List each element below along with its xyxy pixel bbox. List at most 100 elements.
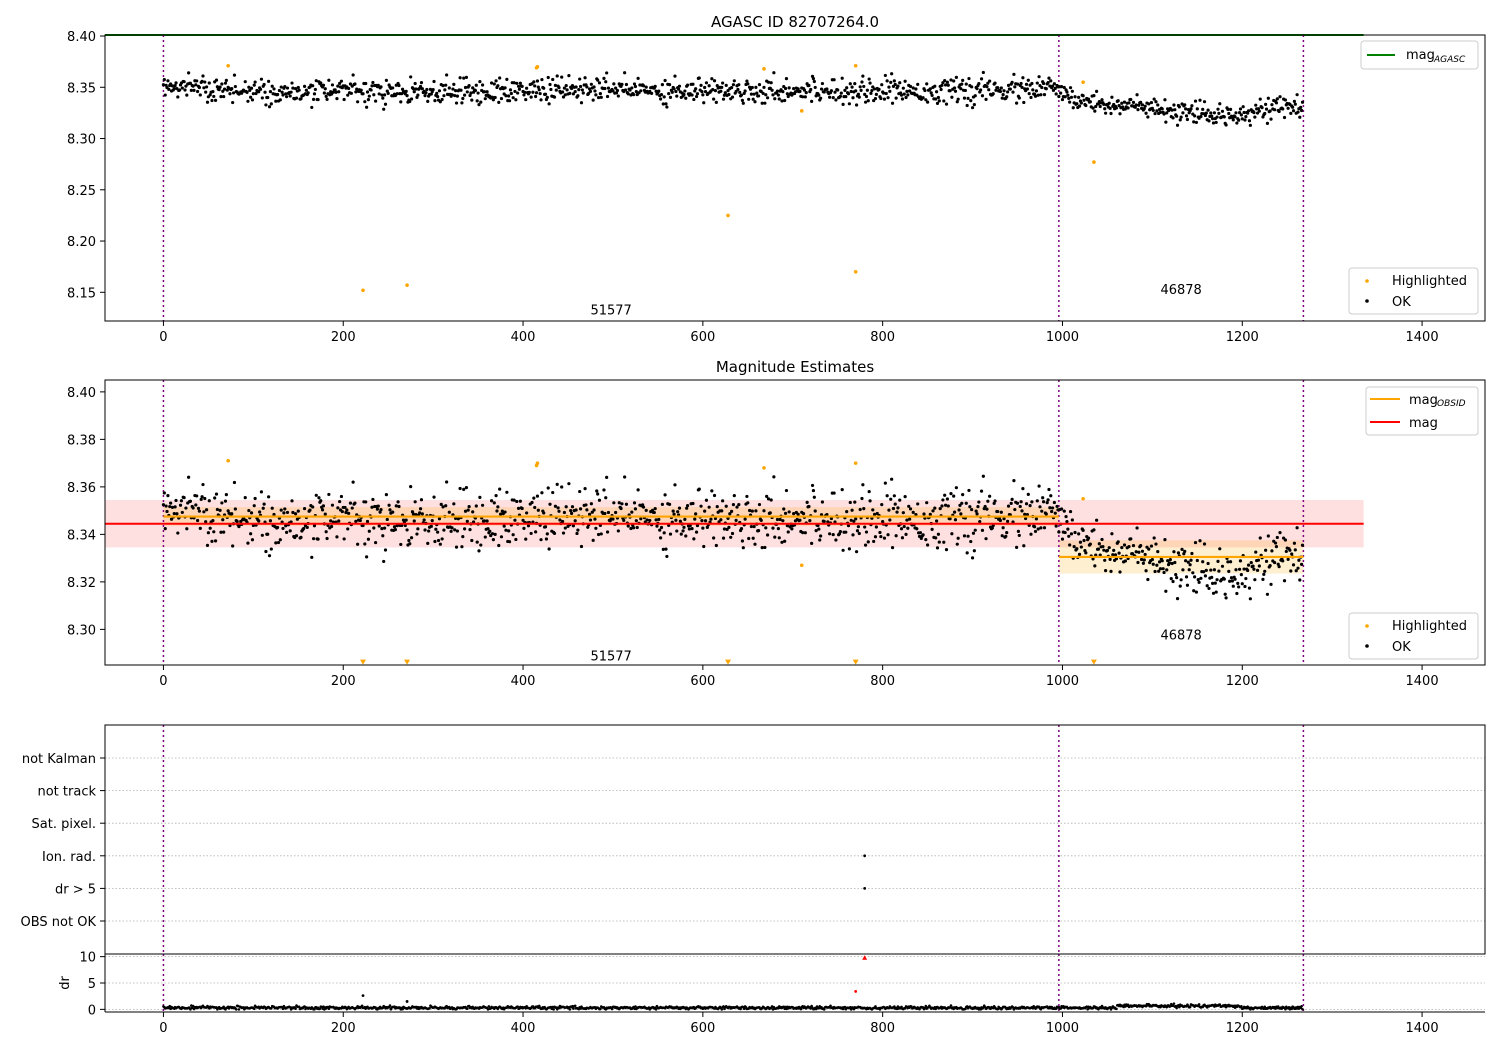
panel2-ok-point [371,497,375,502]
panel1-ok-point [710,77,714,81]
panel2-ok-point [422,518,426,522]
panel2-ok-point [1046,498,1050,502]
panel2-ok-point [507,529,511,533]
panel2-ok-point [1181,568,1185,572]
panel2-ok-point [288,529,292,533]
panel2-ok-point [198,526,202,531]
panel2-ok-point [996,509,1000,514]
panel1-ok-point [347,86,351,91]
panel1-ok-point [1299,105,1303,109]
panel1-ok-point [956,97,960,101]
panel1-ok-point [604,80,608,84]
panel2-ok-point [579,544,584,549]
panel1-ok-point [1286,106,1290,110]
panel2-ok-point [683,517,687,521]
panel2-ok-point [399,542,403,547]
panel1-ok-point [865,88,869,92]
panel1-ok-point [1040,85,1044,90]
panel1-ok-point [1073,95,1077,99]
panel2-ok-point [838,529,843,534]
panel2-ok-point [1050,509,1054,514]
panel4-dr-point [720,1008,724,1011]
panel1-ok-point [1226,107,1230,111]
panel1-ok-point [1144,111,1148,115]
panel2-ok-point [201,482,205,487]
panel2-ok-point [679,532,683,536]
panel2-ok-point [494,494,498,498]
panel1-ok-point [623,71,627,75]
panel1-ok-point [1293,102,1297,106]
panel2-ok-point [775,517,780,522]
panel1-ok-point [297,88,301,92]
panel1-ok-point [496,84,500,88]
panel2-ok-point [986,499,990,503]
panel2-xtick-label: 1200 [1226,674,1259,689]
panel1-ok-point [490,95,495,99]
panel1-ok-point [513,89,517,94]
panel2-ok-point [479,543,483,547]
panel1-ok-point [465,90,469,94]
panel1-ok-point [626,92,630,96]
panel3-category-label: Sat. pixel. [32,817,96,832]
panel4-dr-point [568,1008,572,1011]
panel2-ok-point [208,526,212,530]
panel1-ok-point [825,87,829,91]
panel2-ok-point [1038,505,1042,509]
panel2-ok-point [611,517,615,521]
panel2-ok-point [1170,561,1174,566]
panel2-ok-point [562,510,567,515]
panel2-ok-point [747,508,752,513]
panel1-ok-point [489,81,494,85]
panel1-ok-point [1158,110,1163,114]
panel1-ok-point [975,87,979,91]
panel1-ok-point [1042,93,1047,97]
panel1-ok-point [532,80,536,84]
panel2-ok-point [722,527,727,531]
panel1-ok-point [251,92,255,96]
panel4-dr-point [252,1007,256,1011]
panel2-ok-point [169,517,174,521]
panel1-ok-point [766,80,771,84]
panel2-ok-point [1196,577,1200,582]
panel2-ok-point [437,517,442,521]
panel1-ok-point [691,82,695,86]
panel1-ytick-label: 8.30 [67,133,96,148]
panel1-ok-point [1204,111,1208,115]
panel1-ok-point [670,90,674,94]
panel1-ok-point [342,97,346,102]
panel2-ok-point [314,493,318,497]
panel2-ok-point [317,496,321,500]
panel2-ok-point [852,519,856,523]
panel2-ok-point [401,518,406,522]
panel1-legend-ok-label: OK [1392,295,1411,310]
panel2-ok-point [247,508,251,513]
panel1-ok-point [1189,107,1193,111]
panel2-legend-mag-obsid-label: mag [1409,393,1438,408]
panel1-xtick-label: 1200 [1226,330,1259,345]
panel1-ok-point [792,86,796,91]
panel2-xtick-label: 200 [331,674,356,689]
panel2-ok-point [436,530,440,534]
panel2-ok-point [750,509,754,513]
panel1-ok-point [605,94,610,99]
panel1-ok-point [1211,121,1216,125]
panel1-ok-point [722,93,727,97]
panel1-ok-point [890,101,895,105]
panel2-ok-point [981,474,985,478]
panel2-ok-point [1216,559,1220,563]
panel1-ok-point [682,92,686,97]
panel2-ok-point [302,506,307,511]
panel1-ok-point [1190,104,1194,108]
panel2-ok-point [629,526,633,531]
panel1-ok-point [539,98,543,102]
panel2-ok-point [342,537,346,541]
panel2-ok-point [1118,570,1122,574]
panel2-ok-point [1088,542,1092,546]
panel2-ok-point [571,524,575,528]
panel1-ok-point [612,82,616,86]
panel2-ok-point [276,525,280,530]
panel1-ok-point [504,94,508,98]
panel1-ok-point [463,93,467,97]
panel1-ok-point [1233,115,1237,119]
panel1-ok-point [772,71,776,75]
